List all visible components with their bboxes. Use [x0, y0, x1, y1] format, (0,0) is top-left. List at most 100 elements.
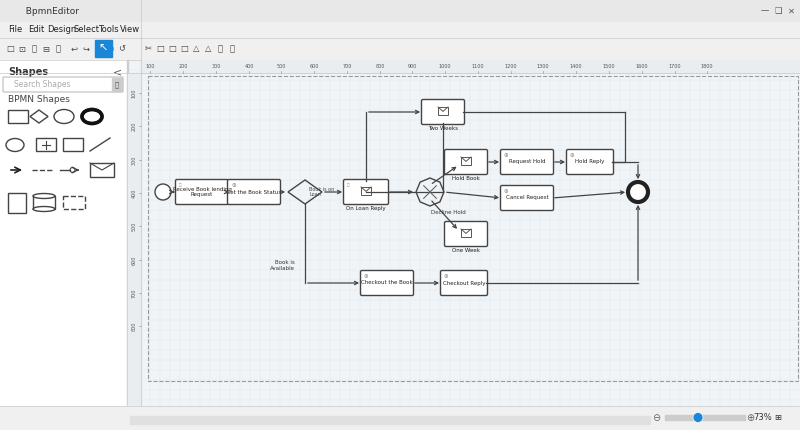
Text: 300: 300 — [211, 64, 221, 70]
Text: □: □ — [180, 44, 188, 53]
Bar — [8, 110, 28, 123]
Bar — [130, 416, 650, 424]
Text: ⛓: ⛓ — [230, 44, 234, 53]
Bar — [141, 60, 800, 73]
Ellipse shape — [33, 194, 55, 199]
Text: Design: Design — [47, 25, 76, 34]
Text: BpmnEditor: BpmnEditor — [20, 6, 79, 15]
Text: ⊖: ⊖ — [652, 413, 660, 423]
Text: One Week: One Week — [452, 248, 480, 253]
Text: 600: 600 — [310, 64, 318, 70]
Text: 700: 700 — [342, 64, 352, 70]
Text: 900: 900 — [407, 64, 417, 70]
Text: Tools: Tools — [98, 25, 118, 34]
Text: ↖: ↖ — [98, 43, 108, 53]
Text: Book is
Available: Book is Available — [270, 260, 295, 271]
Text: —: — — [761, 6, 769, 15]
Ellipse shape — [6, 138, 24, 151]
Bar — [361, 187, 371, 195]
Text: □: □ — [168, 44, 176, 53]
FancyBboxPatch shape — [445, 150, 487, 175]
Bar — [0, 60, 128, 430]
Text: 1600: 1600 — [636, 64, 648, 70]
Text: Get the Book Status: Get the Book Status — [226, 190, 282, 194]
Text: Decline Hold: Decline Hold — [430, 210, 466, 215]
Bar — [36, 138, 56, 151]
Text: ⛓: ⛓ — [218, 44, 222, 53]
Text: ⊟: ⊟ — [42, 44, 50, 53]
Bar — [461, 229, 471, 237]
Circle shape — [628, 182, 648, 202]
Text: 100: 100 — [146, 64, 154, 70]
FancyBboxPatch shape — [445, 221, 487, 246]
Bar — [90, 163, 114, 177]
Bar — [112, 78, 122, 91]
FancyBboxPatch shape — [422, 99, 465, 125]
Text: Cancel Request: Cancel Request — [506, 196, 548, 200]
Bar — [148, 76, 798, 381]
Text: Request Hold: Request Hold — [509, 160, 546, 165]
FancyBboxPatch shape — [227, 179, 281, 205]
Bar — [8, 193, 26, 213]
FancyBboxPatch shape — [361, 270, 414, 295]
Text: Hold Book: Hold Book — [452, 176, 480, 181]
Text: <: < — [114, 67, 122, 77]
Bar — [95, 40, 112, 57]
Bar — [128, 73, 141, 430]
Bar — [0, 22, 800, 38]
Text: Two Weeks: Two Weeks — [428, 126, 458, 131]
Text: 1400: 1400 — [570, 64, 582, 70]
Bar — [0, 0, 800, 22]
Text: 400: 400 — [244, 64, 254, 70]
Bar — [0, 38, 800, 60]
Text: △: △ — [205, 44, 211, 53]
Circle shape — [693, 412, 703, 423]
Text: Checkout Reply: Checkout Reply — [442, 280, 486, 286]
Text: Hold Reply: Hold Reply — [575, 160, 605, 165]
FancyBboxPatch shape — [343, 179, 389, 205]
Text: ⊕: ⊕ — [504, 153, 509, 158]
Text: Receive Book lending
Request: Receive Book lending Request — [173, 187, 231, 197]
Bar — [33, 196, 55, 209]
Text: ⊕: ⊕ — [504, 189, 509, 194]
Bar — [63, 196, 85, 209]
Text: 1200: 1200 — [505, 64, 518, 70]
FancyBboxPatch shape — [441, 270, 487, 295]
Text: Shapes: Shapes — [8, 67, 48, 77]
Text: Search Shapes: Search Shapes — [14, 80, 70, 89]
Text: 600: 600 — [131, 255, 137, 265]
Ellipse shape — [82, 110, 102, 123]
Text: ↺: ↺ — [118, 44, 126, 53]
FancyBboxPatch shape — [501, 150, 554, 175]
Text: ○: ○ — [106, 44, 114, 53]
Text: File: File — [8, 25, 22, 34]
Text: ⬛: ⬛ — [347, 183, 350, 187]
Text: 1100: 1100 — [472, 64, 484, 70]
Bar — [438, 107, 448, 115]
FancyBboxPatch shape — [566, 150, 614, 175]
Text: 200: 200 — [131, 121, 137, 131]
Text: ⊞: ⊞ — [774, 414, 782, 423]
Text: Book is on
Loan: Book is on Loan — [309, 187, 334, 197]
Text: ⊡: ⊡ — [18, 44, 26, 53]
Text: ⬜: ⬜ — [55, 44, 61, 53]
Text: Checkout the Book: Checkout the Book — [361, 280, 413, 286]
FancyBboxPatch shape — [501, 185, 554, 211]
Bar — [127, 60, 128, 430]
Text: 1000: 1000 — [438, 64, 451, 70]
Text: Edit: Edit — [28, 25, 44, 34]
Text: 1800: 1800 — [701, 64, 714, 70]
Bar — [128, 60, 800, 430]
Text: 100: 100 — [131, 88, 137, 98]
Text: ↪: ↪ — [82, 44, 90, 53]
Text: ↩: ↩ — [70, 44, 78, 53]
FancyBboxPatch shape — [3, 77, 123, 92]
Text: □: □ — [6, 44, 14, 53]
Text: 500: 500 — [131, 221, 137, 230]
Text: ⊕: ⊕ — [570, 153, 574, 158]
Circle shape — [155, 184, 171, 200]
Text: 🔍: 🔍 — [115, 81, 119, 88]
Text: Select: Select — [73, 25, 99, 34]
Bar — [665, 415, 745, 420]
Text: On Loan Reply: On Loan Reply — [346, 206, 386, 211]
